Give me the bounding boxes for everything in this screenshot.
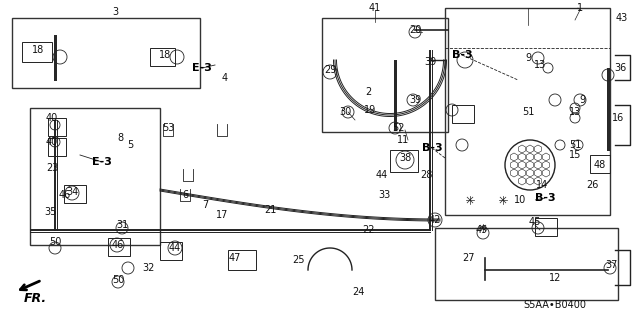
Bar [590, 155, 610, 173]
Text: 42: 42 [429, 215, 441, 225]
Text: 14: 14 [536, 180, 548, 190]
Text: 51: 51 [522, 107, 534, 117]
Bar [435, 228, 618, 300]
Text: 51: 51 [569, 140, 581, 150]
Bar [228, 250, 256, 270]
Text: 36: 36 [614, 63, 626, 73]
Text: 26: 26 [586, 180, 598, 190]
Text: 1: 1 [577, 3, 583, 13]
Text: 47: 47 [229, 253, 241, 263]
Text: 15: 15 [569, 150, 581, 160]
Text: 4: 4 [222, 73, 228, 83]
Bar [535, 218, 557, 236]
Text: 11: 11 [397, 135, 409, 145]
Text: 41: 41 [369, 3, 381, 13]
Text: 33: 33 [378, 190, 390, 200]
Text: 50: 50 [112, 275, 124, 285]
Text: 18: 18 [159, 50, 171, 60]
Text: 29: 29 [324, 65, 336, 75]
Text: 24: 24 [352, 287, 364, 297]
Bar [322, 18, 448, 132]
Bar [48, 118, 66, 136]
Bar [12, 18, 200, 88]
Text: 38: 38 [399, 153, 411, 163]
Text: 35: 35 [44, 207, 56, 217]
Text: E-3: E-3 [92, 157, 112, 167]
Text: FR.: FR. [24, 292, 47, 305]
Text: 45: 45 [529, 217, 541, 227]
Text: 49: 49 [476, 225, 488, 235]
Text: 22: 22 [362, 225, 374, 235]
Text: 39: 39 [424, 57, 436, 67]
Text: 6: 6 [182, 190, 188, 200]
Text: 50: 50 [49, 237, 61, 247]
Text: 2: 2 [365, 87, 371, 97]
Text: 23: 23 [46, 163, 58, 173]
Text: 16: 16 [612, 113, 624, 123]
Text: 9: 9 [525, 53, 531, 63]
Text: 20: 20 [409, 25, 421, 35]
Text: 13: 13 [534, 60, 546, 70]
Text: 32: 32 [142, 263, 154, 273]
Text: 37: 37 [606, 260, 618, 270]
Text: 25: 25 [292, 255, 304, 265]
Text: 44: 44 [376, 170, 388, 180]
Text: 3: 3 [112, 7, 118, 17]
Text: 31: 31 [116, 220, 128, 230]
Text: 30: 30 [339, 107, 351, 117]
Text: 46: 46 [59, 190, 71, 200]
Bar [30, 108, 160, 245]
Text: 52: 52 [392, 123, 404, 133]
Text: 13: 13 [569, 107, 581, 117]
Text: 5: 5 [127, 140, 133, 150]
Text: 12: 12 [549, 273, 561, 283]
Text: S5AA•B0400: S5AA•B0400 [524, 300, 586, 310]
Text: 46: 46 [112, 240, 124, 250]
Text: 44: 44 [169, 243, 181, 253]
Bar [64, 185, 86, 203]
Text: 8: 8 [117, 133, 123, 143]
Text: B-3: B-3 [422, 143, 442, 153]
Text: 9: 9 [579, 95, 585, 105]
Text: 43: 43 [616, 13, 628, 23]
Text: E-3: E-3 [192, 63, 212, 73]
Text: 10: 10 [514, 195, 526, 205]
Bar [48, 138, 66, 156]
Text: 34: 34 [66, 187, 78, 197]
Text: 39: 39 [409, 95, 421, 105]
Text: 18: 18 [32, 45, 44, 55]
Text: 17: 17 [216, 210, 228, 220]
Text: 21: 21 [264, 205, 276, 215]
Bar [390, 150, 418, 172]
Bar [150, 48, 175, 66]
Bar [160, 242, 182, 260]
Text: 19: 19 [364, 105, 376, 115]
Text: 48: 48 [594, 160, 606, 170]
Text: 40: 40 [46, 113, 58, 123]
Bar [445, 8, 610, 215]
Bar [452, 105, 474, 123]
Text: 53: 53 [162, 123, 174, 133]
Bar [22, 42, 52, 62]
Bar [108, 238, 130, 256]
Text: 27: 27 [461, 253, 474, 263]
Text: B-3: B-3 [534, 193, 556, 203]
Text: 7: 7 [202, 200, 208, 210]
Text: 28: 28 [420, 170, 432, 180]
Text: B-3: B-3 [452, 50, 472, 60]
Text: 40: 40 [46, 137, 58, 147]
